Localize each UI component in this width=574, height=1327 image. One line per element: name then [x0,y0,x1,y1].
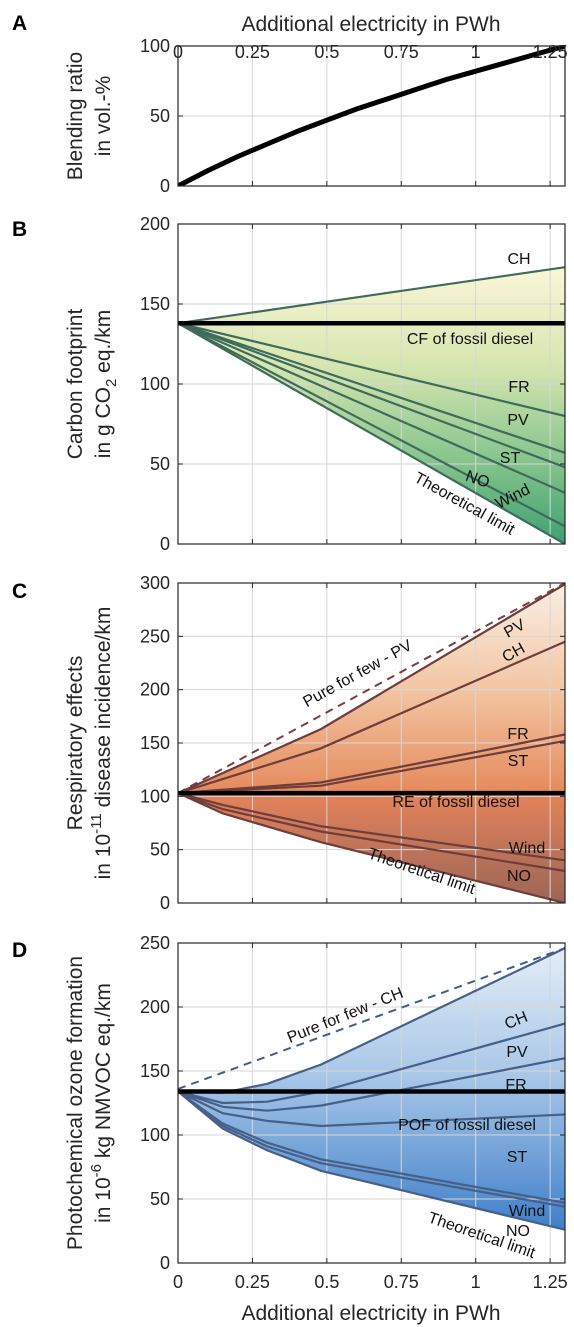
panel-d-xtick-label-2: 0.5 [314,1272,339,1292]
panel-d-ytick-label-2: 100 [140,1125,170,1145]
panel-a-xtick-label-0: 0 [173,42,183,62]
panel-d-line-pv [178,1022,565,1105]
panel-d-label-baseline: POF of fossil diesel [398,1117,536,1134]
panel-d-ylabel-line1: Photochemical ozone formation [64,956,87,1250]
bottom-xaxis-title: Additional electricity in PWh [241,1302,500,1325]
panel-d-fill-area [178,948,565,1230]
panel-d-label-no: NO [506,1223,530,1240]
panel-c-ytick-label-3: 150 [140,733,170,753]
panel-d-xtick-label-4: 1 [471,1272,481,1292]
panel-c-ytick-label-4: 200 [140,680,170,700]
panel-d-ytick-label-0: 0 [160,1253,170,1273]
panel-d-label-pv: PV [506,1044,528,1061]
panel-c-ytick-label-1: 50 [150,840,170,860]
panel-b-label-ch: CH [507,251,530,268]
panel-c-label-no: NO [507,868,531,885]
panel-a-ytick-label-1: 50 [150,106,170,126]
panel-d-line-no [178,1090,565,1208]
panel-c-ytick-label-2: 100 [140,786,170,806]
panel-b-label-fr: FR [508,379,529,396]
panel-c-line-pv [178,583,565,795]
panel-b-label-st: ST [500,450,521,467]
panel-c-line-no [178,792,565,873]
panel-c-line-theoretical-limit [178,792,565,903]
panel-b-ytick-label-3: 150 [140,294,170,314]
panel-d-ylabel-line2: in 10-6 kg NMVOC eq./km [88,983,115,1223]
panel-d-line-theoretical-limit [178,1090,565,1231]
panel-c-line-ch [178,640,565,795]
panel-d-xtick-label-3: 0.75 [384,1272,419,1292]
panel-b-ytick-label-1: 50 [150,454,170,474]
panel-b-label-no: NO [463,468,491,492]
panel-c-ylabel-superscript: -11 [88,813,105,834]
panel-d-xtick-label-1: 0.25 [235,1272,270,1292]
panel-d-dashed-pure-for-few [178,947,565,1090]
panel-d-line-wind [178,1090,565,1204]
panel-d-ytick-label-5: 250 [140,933,170,953]
panel-b-ytick-label-2: 100 [140,374,170,394]
panel-b-label-pv: PV [507,412,529,429]
panel-c-ytick-label-0: 0 [160,893,170,913]
panel-a-ylabel-line1: Blending ratio [64,52,87,180]
panel-letter-b: B [12,218,27,241]
panel-c-line-wind [178,792,565,862]
panel-b-ylabel-subscript: 2 [103,379,120,387]
panel-a-blending-curve [178,46,565,186]
panel-d-frame [177,942,566,1264]
panel-b-line-theoretical-limit [178,322,565,544]
panel-letter-a: A [12,12,27,35]
panel-c-dashed-pure-for-few [178,583,565,794]
panel-a-xtick-label-5: 1.25 [533,42,568,62]
panel-d-label-st: ST [507,1149,528,1166]
panel-b-ytick-label-0: 0 [160,534,170,554]
panel-b-ytick-label-4: 200 [140,214,170,234]
panel-c-ylabel-line2: in 10-11 disease incidence/km [88,607,115,880]
panel-a-ytick-label-2: 100 [140,36,170,56]
panel-c-label-baseline: RE of fossil diesel [392,794,519,811]
panel-c-ylabel-line1: Respiratory effects [64,656,87,831]
panel-a-xtick-label-2: 0.5 [314,42,339,62]
panel-a-xtick-label-3: 0.75 [384,42,419,62]
panel-c-line-st [178,739,565,795]
panel-b-line-wind [178,322,565,528]
panel-a-xtick-label-1: 0.25 [235,42,270,62]
panel-d-ytick-label-1: 50 [150,1189,170,1209]
panel-letter-c: C [12,580,27,603]
panel-a-ylabel-line2: in vol.-% [92,76,115,157]
panel-c-ytick-label-6: 300 [140,573,170,593]
top-xaxis-title: Additional electricity in PWh [241,13,500,36]
panel-b-line-ch [178,266,565,325]
panel-c-label-fr: FR [507,726,528,743]
panel-b-carbon-footprint: 0 50 100 150 200 CF of fossil diesel CH FR PV ST N… [140,214,566,554]
panel-b-ylabel-line2: in g CO2 eq./km [92,310,120,458]
panel-c-fill-upper [178,584,565,794]
panel-c-ytick-label-5: 250 [140,626,170,646]
panel-d-line-st [178,1090,565,1128]
panel-d-label-fr: FR [505,1077,526,1094]
panel-a-xtick-label-4: 1 [471,42,481,62]
panel-c-label-st: ST [508,753,529,770]
panel-b-line-no [178,322,565,494]
panel-letter-d: D [12,939,27,962]
panel-d-xtick-label-5: 1.25 [533,1272,568,1292]
panel-b-label-baseline: CF of fossil diesel [407,331,533,348]
panel-b-line-fr [178,322,565,418]
panel-a-ytick-label-0: 0 [160,176,170,196]
panel-b-ylabel-line1: Carbon footprint [64,309,87,460]
panel-d-ytick-label-3: 150 [140,1061,170,1081]
panel-d-ylabel-superscript: -6 [88,1164,105,1177]
panel-d-label-wind: Wind [509,1203,545,1220]
panel-b-line-st [178,322,565,469]
panel-d-ytick-label-4: 200 [140,997,170,1017]
panel-c-label-wind: Wind [509,840,545,857]
panel-d-xtick-label-0: 0 [173,1272,183,1292]
panel-b-line-pv [178,322,565,454]
